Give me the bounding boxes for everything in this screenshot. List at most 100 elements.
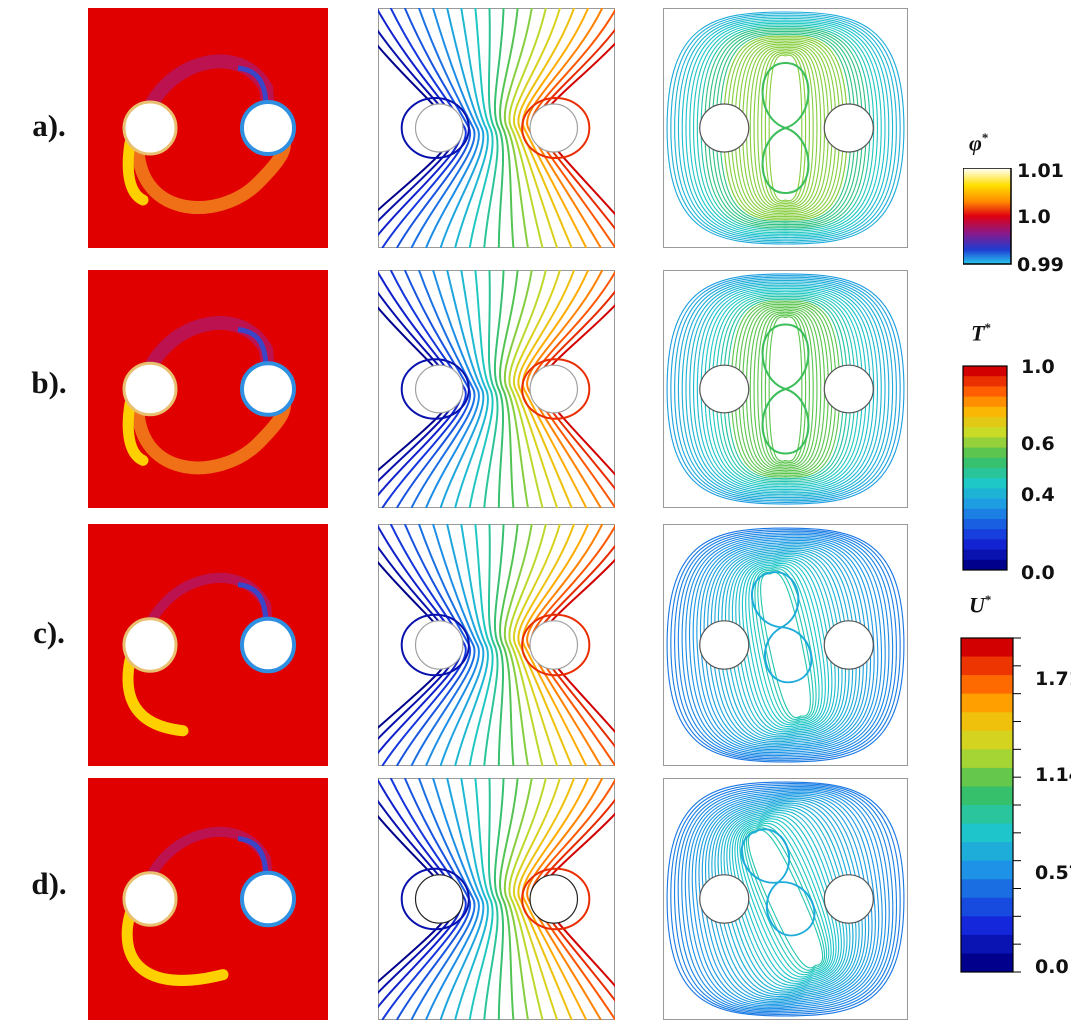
colorbar-band [963, 437, 1007, 449]
colorbar-band [963, 529, 1007, 540]
isotherm-line [493, 8, 505, 248]
isotherm-line [381, 778, 467, 1020]
isotherm-line [425, 270, 480, 508]
phase-field-panel-a [88, 8, 328, 248]
colorbar-band [963, 508, 1007, 520]
isotherm-line [381, 8, 467, 248]
colorbar-band [963, 386, 1007, 398]
isotherm-line [503, 8, 533, 248]
colorbar-band [963, 406, 1007, 418]
hot-cylinder [122, 361, 178, 417]
isotherm-line [483, 524, 499, 766]
colorbar-band [963, 447, 1007, 459]
cold-cylinder [823, 874, 874, 924]
streamline [685, 281, 886, 497]
isotherm-line [468, 8, 494, 248]
streamline-panel-d [663, 778, 908, 1020]
vortex-core [751, 571, 813, 684]
streamline [761, 313, 810, 465]
streamline [691, 791, 880, 1007]
colorbar-band [963, 559, 1007, 571]
streamline [749, 46, 822, 210]
isotherm-line [503, 778, 533, 1020]
hot-cylinder [414, 364, 464, 414]
cold-cylinder [240, 100, 296, 156]
streamline [670, 783, 901, 1015]
row-label-c: c). [33, 615, 65, 650]
cold-cylinder [529, 620, 579, 670]
streamline [768, 54, 803, 202]
isotherm-line [517, 778, 576, 1020]
colorbar-band [961, 749, 1013, 769]
streamline [674, 14, 897, 242]
streamline [754, 568, 817, 722]
isotherm-line [410, 8, 476, 248]
isotherm-line [425, 778, 480, 1020]
tail-plume [122, 654, 189, 737]
streamline [747, 829, 824, 969]
colorbar-velocity-tick-057: 0.57 [1035, 862, 1071, 884]
isotherm-line [526, 778, 604, 1020]
colorbar-band [963, 468, 1007, 479]
isotherm-line [425, 8, 480, 248]
streamline [666, 527, 905, 763]
colorbar-phi-tick-top: 1.01 [1017, 160, 1064, 182]
isotherm-line [483, 778, 499, 1020]
isotherm-line [521, 8, 590, 248]
streamline [760, 571, 811, 719]
colorbar-velocity-tick-114: 1.14 [1035, 764, 1071, 786]
colorbar-band [961, 897, 1013, 917]
isotherm-line [521, 778, 590, 1020]
streamline [743, 825, 828, 973]
colorbar-band [963, 366, 1007, 377]
streamline [731, 814, 840, 984]
row-label-a: a). [32, 108, 66, 143]
colorbar-temperature-title: T* [971, 320, 991, 346]
streamline [692, 22, 879, 234]
isotherm-line [499, 270, 519, 508]
colorbar-velocity-tick-171: 1.71 [1035, 668, 1071, 690]
streamline [685, 535, 886, 755]
cold-cylinder [529, 364, 579, 414]
isotherm-line [513, 524, 561, 766]
phase-field-svg [88, 270, 328, 508]
hot-cylinder [414, 103, 464, 153]
tail-plume [121, 908, 229, 986]
cold-cylinder [240, 361, 296, 417]
cold-cylinder [823, 103, 874, 153]
isotherm-line [508, 778, 547, 1020]
colorbar-band [963, 417, 1007, 428]
colorbar-band [961, 823, 1013, 843]
hot-cylinder [699, 620, 750, 670]
isotherm-line [513, 270, 561, 508]
streamline [681, 787, 890, 1011]
colorbar-temperature-bar [962, 365, 1008, 571]
streamline-panel-a [663, 8, 908, 248]
hot-cylinder [122, 871, 178, 927]
isotherm-line [468, 778, 494, 1020]
hot-cylinder [699, 874, 750, 924]
streamline [734, 816, 837, 982]
isotherm-line [483, 8, 499, 248]
isotherm-line [454, 8, 489, 248]
isotherm-line [439, 524, 485, 766]
streamline [757, 311, 814, 467]
colorbar-band [961, 916, 1013, 936]
phase-field-svg [88, 524, 328, 766]
colorbar-band [961, 638, 1013, 658]
colorbar-band [963, 427, 1007, 438]
streamline [674, 530, 897, 760]
isotherm-line [410, 778, 476, 1020]
cold-cylinder [240, 870, 296, 928]
isotherm-line [410, 270, 476, 508]
colorbar-band [963, 457, 1007, 469]
isotherm-line [508, 8, 547, 248]
colorbar-phi-tick-bottom: 0.99 [1017, 254, 1064, 276]
colorbar-band [961, 712, 1013, 732]
phase-field-panel-c [88, 524, 328, 766]
isotherm-panel-a [378, 8, 615, 248]
colorbar-band [963, 488, 1007, 500]
isotherm-line [503, 270, 533, 508]
isotherm-line [499, 778, 519, 1020]
colorbar-band [961, 693, 1013, 713]
